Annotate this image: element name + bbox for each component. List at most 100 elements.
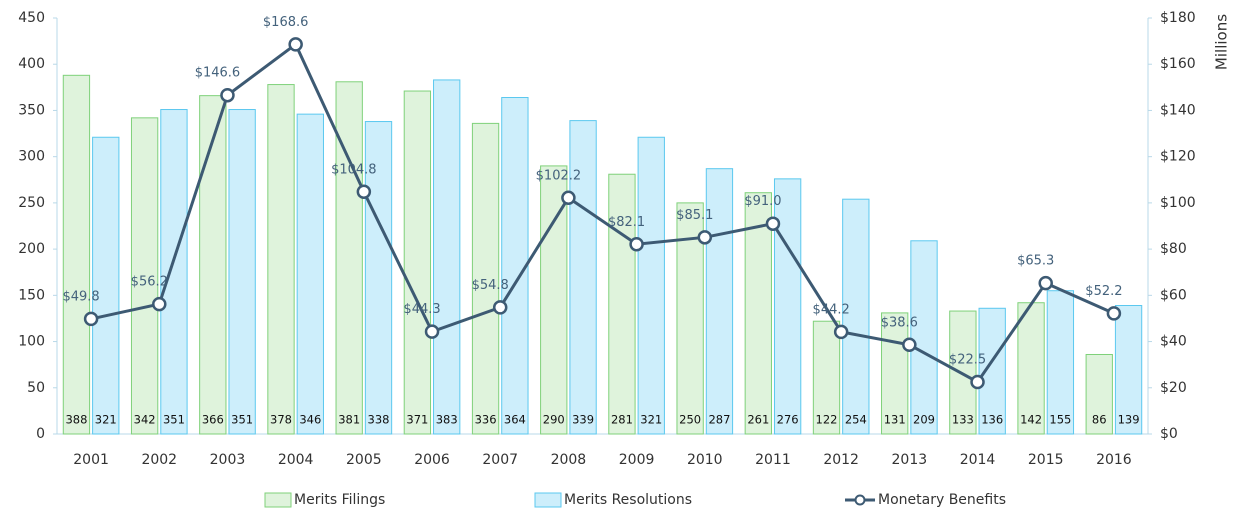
x-tick-label: 2009 [619,452,655,468]
line-value-label: $22.5 [949,353,986,368]
bar [228,109,256,435]
line-value-label: $38.6 [881,315,918,330]
bar-value-label: 336 [475,413,497,427]
line-marker [220,87,235,103]
bar [92,136,120,435]
bar-value-label: 86 [1092,413,1107,427]
bar [1085,353,1113,435]
line-marker [424,324,440,339]
bar [705,168,734,435]
line-marker [902,337,917,353]
bar [773,178,802,435]
bar-value-label: 133 [952,413,974,427]
bar [403,90,432,435]
bar-value-label: 155 [1049,413,1071,427]
line-marker [83,311,99,327]
bar [471,122,500,435]
x-tick-label: 2011 [755,452,791,468]
y-tick-label: 250 [18,195,45,211]
x-tick-label: 2014 [960,452,996,468]
line-marker [152,296,167,312]
line-value-label: $44.3 [403,302,440,317]
bar-value-label: 364 [504,413,526,427]
bar [433,79,461,435]
y2-tick-label: $180 [1160,10,1196,26]
bar-value-label: 254 [845,413,867,427]
y2-tick-label: $160 [1160,56,1196,72]
bar-value-label: 136 [981,413,1003,427]
bar [842,198,870,435]
line-value-label: $65.3 [1017,254,1054,269]
line-marker [492,300,508,315]
bar [540,165,568,435]
line-value-label: $168.6 [263,15,309,30]
bar-value-label: 378 [270,413,292,427]
bar [62,74,91,435]
legend-label: Merits Filings [294,492,385,508]
bar-value-label: 281 [611,413,633,427]
x-tick-label: 2012 [823,452,859,468]
bar [160,109,188,435]
line-value-label: $102.2 [536,168,582,183]
y-tick-label: 300 [18,149,45,165]
x-tick-label: 2016 [1096,452,1132,468]
line-value-label: $44.2 [813,302,850,317]
line [90,42,1115,384]
legend-marker [854,494,866,506]
y2-tick-label: $0 [1160,426,1178,442]
bar-value-label: 287 [708,413,730,427]
bar-value-label: 131 [884,413,906,427]
line-value-label: $52.2 [1085,284,1122,299]
bar-value-label: 339 [572,413,594,427]
y2-tick-label: $80 [1160,241,1187,257]
y-tick-label: 150 [18,287,45,303]
line-value-label: $104.8 [331,162,377,177]
y2-tick-label: $40 [1160,334,1187,350]
bar-value-label: 142 [1020,413,1042,427]
bar [1114,305,1143,435]
bar [501,97,529,435]
line-marker [356,184,372,200]
y-tick-label: 200 [18,241,45,257]
legend-label: Monetary Benefits [878,492,1006,508]
y2-tick-label: $100 [1160,195,1196,211]
line-marker [970,374,985,390]
bar-value-label: 122 [816,413,838,427]
line-marker [1038,275,1053,291]
bar [881,312,909,435]
bar-value-label: 139 [1118,413,1140,427]
x-tick-label: 2008 [551,452,587,468]
line-marker [765,216,781,231]
bar-value-label: 366 [202,413,224,427]
bar-value-label: 351 [163,413,185,427]
line-value-label: $85.1 [676,208,713,223]
bar-value-label: 383 [436,413,458,427]
line-value-label: $56.2 [131,275,168,290]
bar-value-label: 276 [777,413,799,427]
bar-value-label: 321 [640,413,662,427]
bar-value-label: 388 [65,413,87,427]
line-marker [629,237,644,252]
y2-tick-label: $20 [1160,380,1187,396]
bar-value-label: 209 [913,413,935,427]
bar [608,173,636,435]
bar-value-label: 346 [299,413,321,427]
legend-swatch [534,492,562,508]
x-tick-label: 2006 [414,452,450,468]
y-tick-label: 350 [18,102,45,118]
bar-value-label: 290 [543,413,565,427]
bar [267,84,295,435]
bar [199,95,227,435]
bar-value-label: 371 [406,413,428,427]
y2-axis-label: Millions [1213,14,1231,70]
bar [1017,302,1045,435]
line-value-label: $91.0 [744,194,781,209]
bar [744,192,772,435]
bar [130,117,159,435]
x-tick-label: 2004 [278,452,314,468]
bar-value-label: 321 [95,413,117,427]
x-tick-label: 2001 [73,452,109,468]
x-tick-label: 2010 [687,452,723,468]
line-value-label: $54.8 [472,278,509,293]
line-marker [561,190,576,206]
